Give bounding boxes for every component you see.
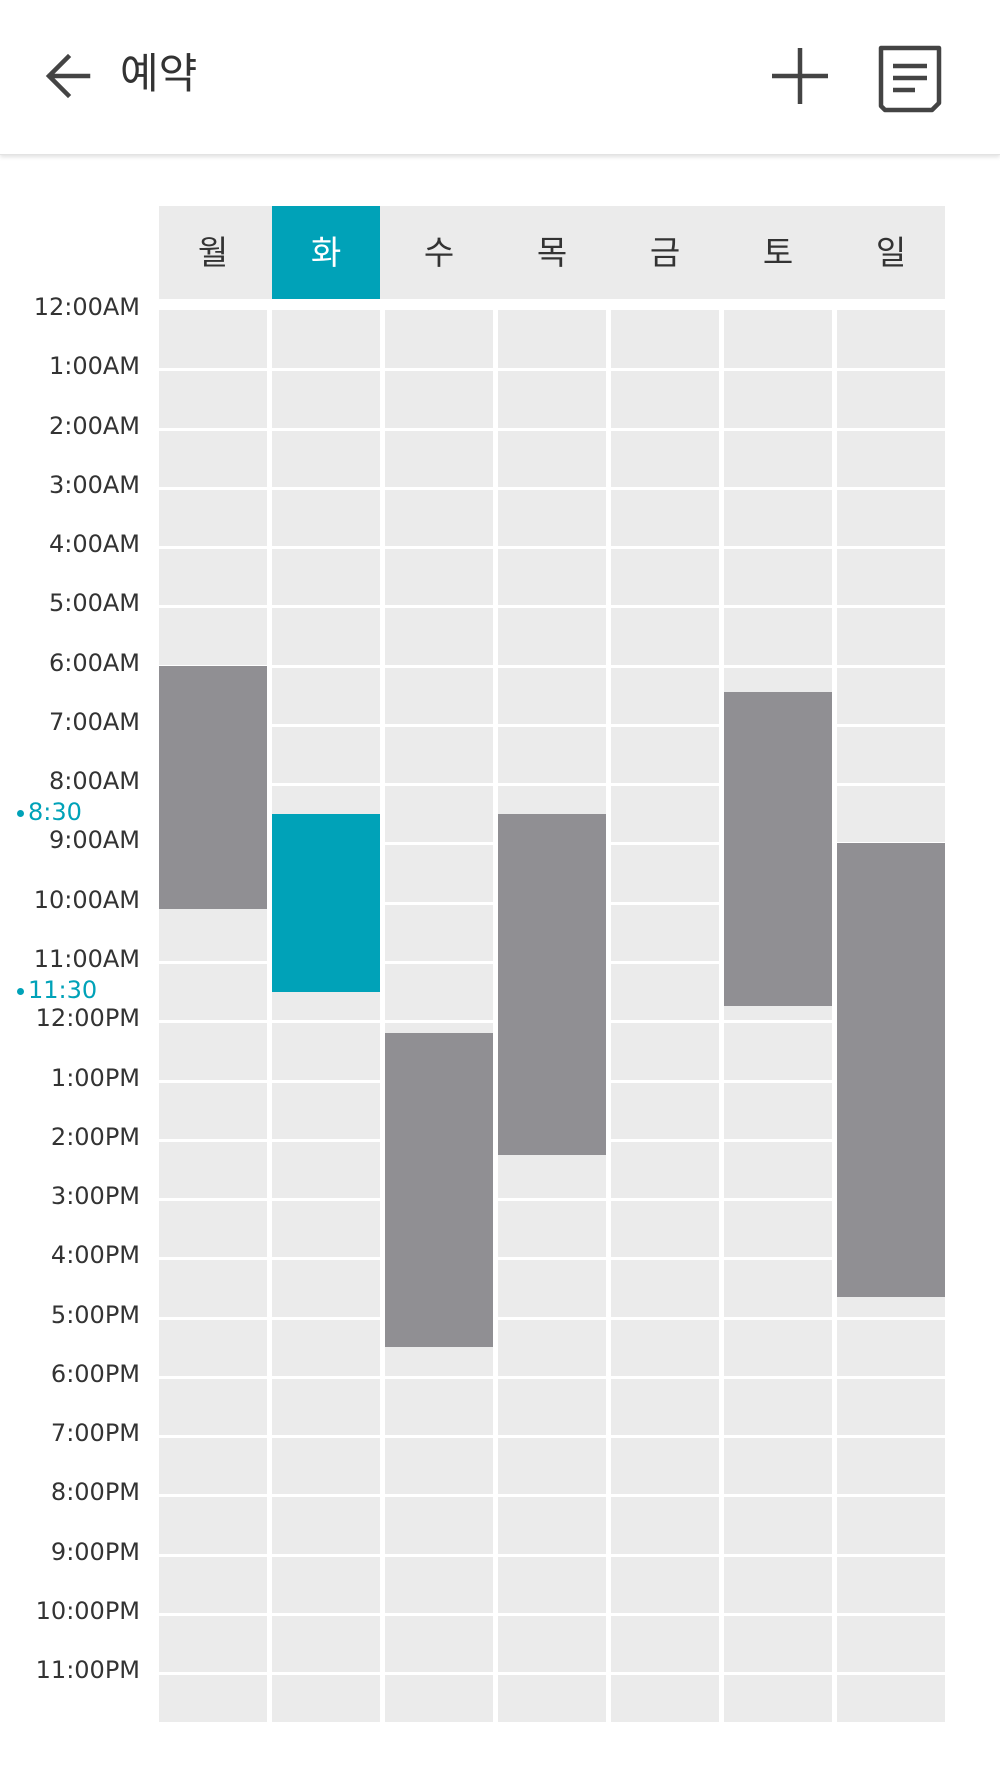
time-label: 11:00PM <box>35 1656 140 1685</box>
day-tab[interactable]: 수 <box>423 233 455 272</box>
day-column[interactable] <box>724 310 832 1722</box>
time-label: 10:00PM <box>35 1596 140 1625</box>
hour-line <box>159 1375 945 1379</box>
hour-line <box>159 1435 945 1439</box>
booking-block[interactable] <box>498 813 606 1155</box>
day-column[interactable] <box>385 310 493 1722</box>
selected-booking-block[interactable] <box>272 813 380 992</box>
time-label: 3:00PM <box>50 1182 140 1211</box>
time-label: 3:00AM <box>48 470 140 499</box>
day-tab[interactable]: 금 <box>649 233 681 272</box>
hour-line <box>159 1612 945 1616</box>
hour-line <box>159 1198 945 1202</box>
time-label: 4:00PM <box>50 1241 140 1270</box>
booking-block[interactable] <box>385 1033 493 1348</box>
time-label: 8:00PM <box>50 1478 140 1507</box>
app-bar: 예약 <box>0 0 1000 155</box>
time-label: 2:00PM <box>50 1122 140 1151</box>
hour-line <box>159 486 945 490</box>
hour-line <box>159 1672 945 1676</box>
page-title: 예약 <box>120 49 198 98</box>
time-label: 6:00PM <box>50 1359 140 1388</box>
back-button[interactable] <box>40 46 100 106</box>
time-label: 1:00PM <box>50 1063 140 1092</box>
time-label: 4:00AM <box>48 530 140 559</box>
selection-end-label: 11:30 <box>28 976 98 1004</box>
day-tab[interactable]: 월 <box>197 233 229 272</box>
booking-block[interactable] <box>724 692 832 1007</box>
hour-line <box>159 723 945 727</box>
time-label: 12:00AM <box>33 293 140 321</box>
time-label: 2:00AM <box>48 411 140 440</box>
time-label: 6:00AM <box>48 648 140 677</box>
day-tab[interactable]: 일 <box>875 233 907 272</box>
booking-block[interactable] <box>159 665 267 909</box>
arrow-left-icon <box>45 53 91 99</box>
time-label: 9:00AM <box>48 826 140 855</box>
selection-start-label: 8:30 <box>28 798 82 826</box>
day-tab[interactable]: 화 <box>272 206 380 299</box>
hour-line <box>159 605 945 609</box>
dot-icon <box>17 987 24 995</box>
time-label: 5:00AM <box>48 589 140 618</box>
list-button[interactable] <box>878 44 944 114</box>
time-label: 10:00AM <box>33 885 140 914</box>
selection-start-marker: 8:30 <box>17 798 82 826</box>
hour-line <box>159 546 945 550</box>
add-button[interactable] <box>768 44 832 108</box>
day-tab[interactable]: 목 <box>536 233 568 272</box>
time-label: 1:00AM <box>48 352 140 381</box>
hour-line <box>159 1316 945 1320</box>
hour-line <box>159 427 945 431</box>
hour-line <box>159 1257 945 1261</box>
hour-line <box>159 1553 945 1557</box>
time-label: 12:00PM <box>35 1004 140 1033</box>
time-label: 8:00AM <box>48 767 140 796</box>
hour-line <box>159 783 945 787</box>
day-column[interactable] <box>272 310 380 1722</box>
day-tab[interactable]: 토 <box>762 233 794 272</box>
selection-end-marker: 11:30 <box>17 976 97 1004</box>
time-label: 11:00AM <box>33 944 140 973</box>
hour-line <box>159 664 945 668</box>
document-list-icon <box>878 45 942 113</box>
day-column[interactable] <box>159 310 267 1722</box>
time-label: 7:00AM <box>48 707 140 736</box>
day-column[interactable] <box>611 310 719 1722</box>
time-label: 9:00PM <box>50 1537 140 1566</box>
hour-line <box>159 368 945 372</box>
hour-line <box>159 1494 945 1498</box>
booking-block[interactable] <box>837 843 945 1297</box>
plus-icon <box>772 48 828 104</box>
time-label: 7:00PM <box>50 1419 140 1448</box>
dot-icon <box>17 809 24 817</box>
time-label: 5:00PM <box>50 1300 140 1329</box>
